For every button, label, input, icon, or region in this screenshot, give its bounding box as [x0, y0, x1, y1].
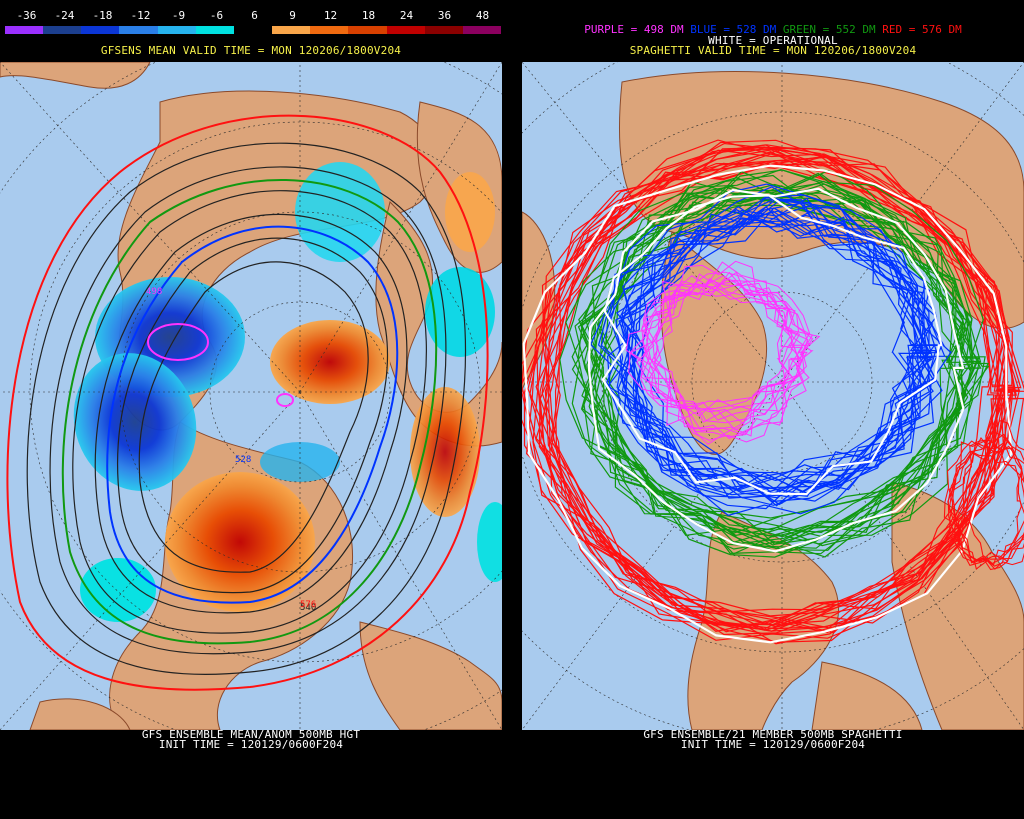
spaghetti-line	[571, 185, 986, 534]
scale-label: -12	[130, 9, 151, 22]
legend-white: WHITE = OPERATIONAL	[708, 34, 838, 47]
contour-label: 576	[300, 600, 316, 610]
contour-label: 498	[146, 287, 162, 297]
spaghetti-line	[522, 164, 1013, 644]
right-footer-init: INIT TIME = 120129/0600F204	[680, 738, 866, 751]
legend-purple: PURPLE = 498 DM	[584, 23, 684, 36]
scale-label: -18	[92, 9, 113, 22]
scale-label: 24	[399, 9, 414, 22]
spaghetti-line	[593, 204, 980, 543]
land-masses	[522, 71, 1024, 730]
right-footer-title: GFS ENSEMBLE/21 MEMBER 500MB SPAGHETTI	[643, 728, 903, 741]
color-swatch	[119, 26, 158, 34]
legend-green: GREEN = 552 DM	[782, 23, 876, 36]
contour-498b	[276, 393, 294, 407]
spaghetti-line	[550, 142, 1015, 629]
contour-498	[147, 323, 209, 361]
color-swatch	[348, 26, 387, 34]
spaghetti-line	[625, 283, 796, 410]
scale-label: 36	[437, 9, 452, 22]
anomaly-scale-labels: -36 -24 -18 -12 -9 -6 6 9 12 18 24 36 48	[6, 9, 498, 22]
scale-label: -36	[16, 9, 37, 22]
color-swatch	[272, 26, 311, 34]
spaghetti-line	[532, 151, 1021, 617]
latlon-grid	[0, 62, 502, 730]
spaghetti-line	[640, 271, 801, 417]
spaghetti-line	[616, 203, 944, 491]
spaghetti-contours	[522, 139, 1024, 645]
color-swatch	[424, 26, 463, 34]
ensemble-mean-panel: -36 -24 -18 -12 -9 -6 6 9 12 18 24 36 48…	[0, 0, 502, 819]
legend-red: RED = 576 DM	[882, 23, 962, 36]
contour-552	[61, 178, 438, 645]
panel-divider	[502, 0, 522, 819]
scale-label: -9	[171, 9, 186, 22]
scale-label: 9	[289, 9, 296, 22]
spaghetti-line	[641, 280, 793, 437]
spaghetti-line	[577, 173, 980, 538]
spaghetti-line	[943, 430, 1024, 565]
spaghetti-legend: PURPLE = 498 DM BLUE = 528 DM GREEN = 55…	[522, 23, 1024, 36]
color-swatch	[233, 26, 273, 34]
scale-label: 12	[323, 9, 338, 22]
color-swatch	[462, 26, 502, 34]
spaghetti-line	[581, 185, 969, 531]
spaghetti-line	[622, 210, 935, 502]
anomaly-color-scale	[4, 25, 502, 35]
spaghetti-line	[620, 213, 931, 493]
spaghetti-line	[539, 155, 1017, 630]
ensemble-mean-map: 498 528 540 552 576	[0, 62, 502, 730]
color-swatch	[386, 26, 425, 34]
contour-label: 528	[235, 455, 251, 465]
spaghetti-line	[606, 216, 930, 497]
spaghetti-line	[529, 144, 1007, 631]
spaghetti-line	[594, 169, 973, 538]
color-swatch	[195, 26, 234, 34]
spaghetti-line	[632, 199, 933, 506]
spaghetti-line	[962, 420, 1024, 563]
spaghetti-line	[654, 271, 804, 425]
left-footer-init: INIT TIME = 120129/0600F204	[158, 738, 344, 751]
legend-blue: BLUE = 528 DM	[690, 23, 777, 36]
left-footer-title: GFS ENSEMBLE MEAN/ANOM 500MB HGT	[141, 728, 361, 741]
scale-label: 48	[475, 9, 490, 22]
scale-label: -24	[54, 9, 75, 22]
color-swatch	[157, 26, 196, 34]
spaghetti-map	[522, 62, 1024, 730]
spaghetti-line	[646, 277, 814, 443]
contour-528	[106, 225, 399, 604]
contour-576	[6, 114, 489, 691]
left-valid-time-title: GFSENS MEAN VALID TIME = MON 120206/1800…	[100, 44, 402, 57]
spaghetti-line	[652, 283, 810, 438]
spaghetti-line	[646, 260, 789, 431]
spaghetti-line	[578, 168, 984, 554]
spaghetti-line	[628, 261, 811, 435]
color-swatch	[43, 26, 82, 34]
scale-label: -6	[209, 9, 224, 22]
spaghetti-line	[571, 182, 961, 558]
color-swatch	[5, 26, 44, 34]
spaghetti-line	[947, 440, 1024, 563]
contour-label: 540	[300, 603, 316, 613]
spaghetti-line	[587, 187, 965, 553]
spaghetti-line	[601, 194, 943, 496]
spaghetti-panel: PURPLE = 498 DM BLUE = 528 DM GREEN = 55…	[522, 0, 1024, 819]
scale-label: 6	[251, 9, 258, 22]
color-swatch	[310, 26, 349, 34]
color-swatch	[81, 26, 120, 34]
spaghetti-line	[579, 192, 966, 544]
right-valid-time-title: SPAGHETTI VALID TIME = MON 120206/1800V2…	[629, 44, 917, 57]
spaghetti-line	[649, 279, 814, 424]
spaghetti-line	[597, 189, 971, 544]
spaghetti-line	[527, 144, 1013, 635]
spaghetti-line	[951, 450, 1023, 567]
spaghetti-line	[535, 139, 1006, 626]
spaghetti-line	[617, 205, 943, 499]
spaghetti-line	[948, 452, 1024, 571]
scale-label: 18	[361, 9, 376, 22]
height-contours	[6, 114, 489, 691]
